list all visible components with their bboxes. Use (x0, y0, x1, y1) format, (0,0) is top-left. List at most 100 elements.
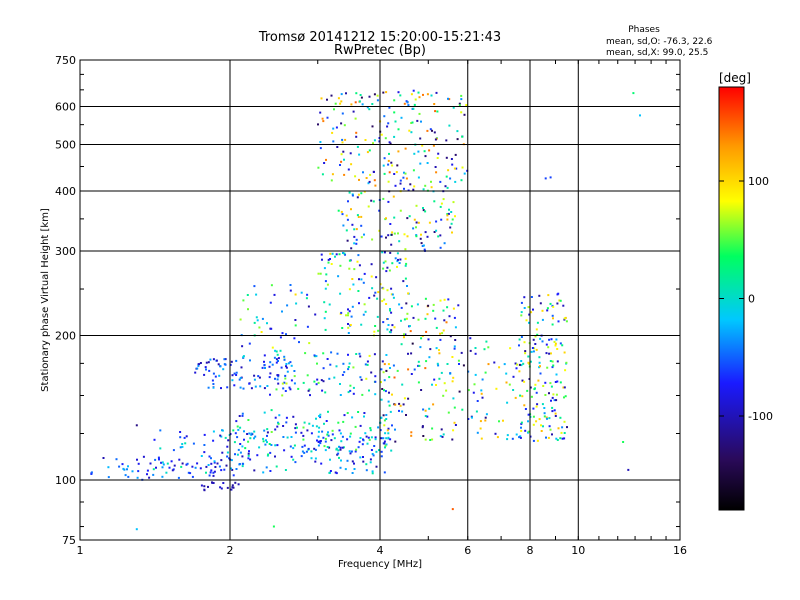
data-point (431, 129, 433, 132)
data-point (639, 114, 641, 117)
data-point (177, 476, 180, 479)
data-point (270, 444, 273, 446)
data-point (345, 92, 347, 95)
data-point (415, 221, 418, 224)
data-point (152, 468, 155, 471)
data-point (281, 382, 284, 385)
data-point (410, 434, 413, 437)
data-point (427, 338, 430, 341)
data-point (382, 261, 385, 264)
data-point (451, 356, 454, 358)
data-point (339, 292, 342, 295)
data-point (335, 365, 338, 368)
data-point (455, 167, 458, 170)
data-point (562, 386, 565, 389)
data-point (403, 233, 406, 236)
y-tick-label: 300 (55, 245, 76, 258)
data-point (137, 462, 140, 465)
data-point (181, 462, 184, 465)
data-point (237, 448, 240, 451)
data-point (373, 294, 376, 297)
data-point (391, 231, 394, 234)
data-point (403, 336, 405, 339)
data-point (281, 310, 283, 313)
data-point (320, 462, 323, 465)
data-point (289, 284, 292, 286)
data-point (357, 193, 360, 196)
data-point (225, 464, 228, 467)
data-point (388, 106, 391, 109)
data-point (545, 352, 548, 355)
data-point (431, 438, 434, 441)
data-point (279, 336, 282, 339)
data-point (432, 309, 435, 312)
data-point (563, 351, 566, 354)
data-point (496, 436, 499, 439)
data-point (387, 159, 390, 162)
data-point (383, 471, 386, 474)
data-point (393, 216, 396, 219)
data-point (391, 293, 394, 296)
data-point (494, 432, 497, 435)
data-point (212, 430, 215, 433)
data-point (238, 378, 241, 381)
data-point (512, 375, 515, 378)
data-point (339, 102, 342, 105)
data-point (473, 383, 476, 386)
data-point (378, 229, 381, 232)
legend-title: Phases (628, 25, 660, 35)
data-point (263, 429, 266, 432)
data-point (563, 420, 566, 423)
data-point (557, 427, 560, 430)
data-point (412, 89, 415, 92)
data-point (294, 423, 297, 426)
data-point (450, 222, 453, 225)
data-point (347, 353, 349, 356)
data-point (322, 367, 325, 370)
data-point (272, 525, 275, 528)
data-point (452, 429, 455, 432)
data-point (289, 361, 292, 364)
data-point (314, 460, 317, 463)
data-point (172, 449, 175, 452)
data-point (183, 436, 186, 439)
data-point (536, 439, 539, 442)
data-point (347, 314, 349, 317)
x-tick-label: 4 (377, 544, 384, 557)
data-point (346, 438, 349, 441)
data-point (436, 362, 439, 365)
data-point (351, 460, 354, 463)
data-point (379, 429, 382, 432)
data-point (238, 415, 241, 417)
data-point (387, 234, 390, 237)
data-point (386, 328, 389, 331)
data-point (426, 313, 429, 316)
data-point (456, 138, 459, 141)
data-point (387, 324, 390, 326)
data-point (556, 293, 559, 296)
data-point (518, 370, 521, 373)
data-point (212, 471, 215, 474)
data-point (387, 400, 390, 403)
data-point (160, 461, 163, 464)
data-point (433, 378, 436, 381)
data-point (355, 353, 358, 355)
data-point (221, 429, 223, 432)
data-point (388, 330, 391, 333)
data-point (394, 184, 397, 187)
data-point (349, 389, 352, 392)
data-point (370, 371, 373, 374)
data-point (357, 411, 360, 413)
data-point (171, 469, 174, 472)
data-point (234, 481, 237, 484)
data-point (173, 464, 176, 467)
data-point (319, 416, 322, 419)
data-point (543, 412, 546, 415)
data-point (323, 301, 326, 304)
data-point (326, 446, 329, 448)
data-point (553, 409, 556, 412)
data-point (378, 140, 381, 143)
data-point (208, 369, 211, 372)
data-point (211, 481, 213, 484)
data-point (407, 368, 410, 371)
